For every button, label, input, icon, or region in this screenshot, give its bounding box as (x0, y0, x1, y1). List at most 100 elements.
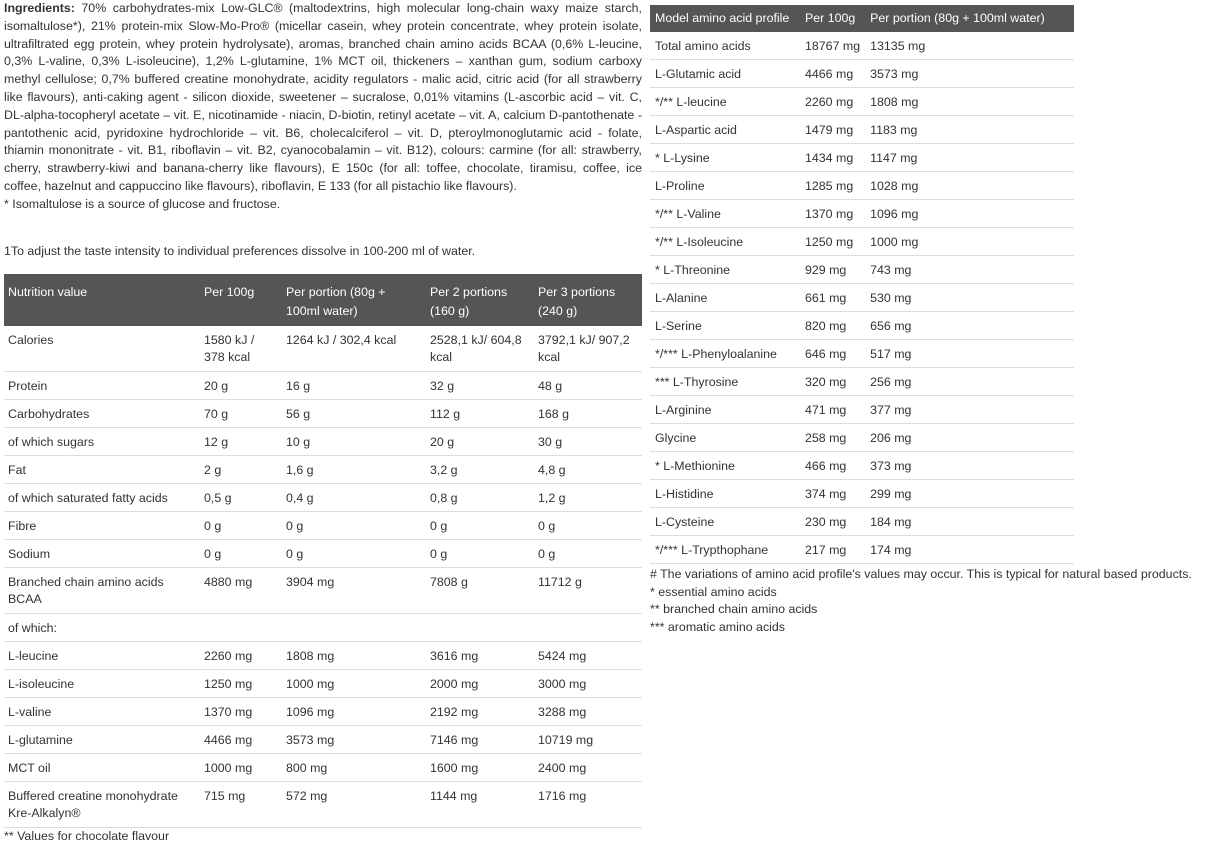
cell-value: 12 g (200, 427, 282, 456)
cell-value: 466 mg (800, 451, 866, 480)
amino-footnotes: # The variations of amino acid profile's… (650, 566, 1192, 636)
table-row: L-Aspartic acid 1479 mg 1183 mg (650, 115, 1074, 144)
cell-value: 56 g (282, 399, 426, 428)
cell-value: 3288 mg (534, 697, 642, 726)
cell-value: 715 mg (200, 781, 282, 828)
row-label: of which saturated fatty acids (4, 483, 200, 512)
cell-value: 1000 mg (282, 669, 426, 698)
cell-value: 2000 mg (426, 669, 534, 698)
cell-value: 7146 mg (426, 725, 534, 754)
table-row: MCT oil 1000 mg 800 mg 1600 mg 2400 mg (4, 753, 642, 782)
column-header: Per 100g (800, 5, 866, 32)
cell-value: 2528,1 kJ/ 604,8 kcal (426, 326, 534, 372)
row-label: Buffered creatine monohydrate Kre-Alkaly… (4, 781, 200, 828)
cell-value: 32 g (426, 371, 534, 400)
row-label: Total amino acids (650, 32, 800, 60)
cell-value: 16 g (282, 371, 426, 400)
row-label: Sodium (4, 539, 200, 568)
nutrition-footnote: ** Values for chocolate flavour (4, 829, 170, 843)
ingredients-text: Ingredients: 70% carbohydrates-mix Low-G… (4, 0, 642, 214)
row-label: * L-Methionine (650, 451, 800, 480)
cell-value: 10 g (282, 427, 426, 456)
cell-value: 373 mg (865, 451, 1074, 480)
cell-value: 168 g (534, 399, 642, 428)
cell-value: 1000 mg (200, 753, 282, 782)
cell-value: 929 mg (800, 255, 866, 284)
footnote: * essential amino acids (650, 584, 777, 599)
table-row: Carbohydrates 70 g 56 g 112 g 168 g (4, 399, 642, 428)
cell-value: 471 mg (800, 395, 866, 424)
cell-value: 0 g (426, 511, 534, 540)
table-row: Buffered creatine monohydrate Kre-Alkaly… (4, 781, 642, 828)
table-row: L-leucine 2260 mg 1808 mg 3616 mg 5424 mg (4, 641, 642, 670)
cell-value: 70 g (200, 399, 282, 428)
row-label: Branched chain amino acids BCAA (4, 567, 200, 614)
cell-value: 661 mg (800, 283, 866, 312)
table-row: */*** L-Phenyloalanine 646 mg 517 mg (650, 339, 1074, 368)
cell-value: 1370 mg (200, 697, 282, 726)
row-label: Fat (4, 455, 200, 484)
cell-value: 1,6 g (282, 455, 426, 484)
cell-value: 18767 mg (800, 32, 866, 60)
cell-value: 0 g (426, 539, 534, 568)
row-label: MCT oil (4, 753, 200, 782)
cell-value: 206 mg (865, 423, 1074, 452)
column-header: Per portion (80g + 100ml water) (282, 274, 426, 326)
column-header: Per 2 portions (160 g) (426, 274, 534, 326)
footnote: ** branched chain amino acids (650, 602, 818, 617)
cell-value: 112 g (426, 399, 534, 428)
nutrition-table: Nutrition value Per 100g Per portion (80g … (4, 274, 642, 828)
table-row: Fat 2 g 1,6 g 3,2 g 4,8 g (4, 455, 642, 484)
cell-value: 4466 mg (200, 725, 282, 754)
cell-value: 517 mg (865, 339, 1074, 368)
row-label: * L-Lysine (650, 143, 800, 172)
cell-value (282, 613, 426, 642)
table-row: *** L-Thyrosine 320 mg 256 mg (650, 367, 1074, 396)
cell-value: 3,2 g (426, 455, 534, 484)
cell-value: 0 g (534, 511, 642, 540)
table-row: L-Serine 820 mg 656 mg (650, 311, 1074, 340)
row-label: Calories (4, 326, 200, 372)
table-row: */** L-Valine 1370 mg 1096 mg (650, 199, 1074, 228)
cell-value: 1285 mg (800, 171, 866, 200)
cell-value: 3904 mg (282, 567, 426, 614)
cell-value: 2 g (200, 455, 282, 484)
cell-value: 3792,1 kJ/ 907,2 kcal (534, 326, 642, 372)
row-label: */*** L-Trypthophane (650, 535, 800, 564)
row-label: L-Proline (650, 171, 800, 200)
table-row: of which saturated fatty acids 0,5 g 0,4 g… (4, 483, 642, 512)
cell-value: 1716 mg (534, 781, 642, 828)
cell-value: 2192 mg (426, 697, 534, 726)
cell-value: 0 g (282, 511, 426, 540)
cell-value: 217 mg (800, 535, 866, 564)
table-row: L-Alanine 661 mg 530 mg (650, 283, 1074, 312)
cell-value: 0 g (534, 539, 642, 568)
cell-value: 258 mg (800, 423, 866, 452)
cell-value: 3000 mg (534, 669, 642, 698)
cell-value: 1808 mg (865, 87, 1074, 116)
cell-value: 0,5 g (200, 483, 282, 512)
row-label: L-leucine (4, 641, 200, 670)
amino-acid-table: Model amino acid profile Per 100g Per port… (650, 5, 1074, 564)
column-header: Model amino acid profile (650, 5, 800, 32)
cell-value: 4,8 g (534, 455, 642, 484)
table-row: Protein 20 g 16 g 32 g 48 g (4, 371, 642, 400)
table-row: L-Proline 1285 mg 1028 mg (650, 171, 1074, 200)
nutrition-table-header: Nutrition value Per 100g Per portion (80g … (4, 274, 642, 326)
cell-value: 20 g (200, 371, 282, 400)
row-label: Protein (4, 371, 200, 400)
row-label: Carbohydrates (4, 399, 200, 428)
cell-value: 4466 mg (800, 59, 866, 88)
cell-value: 4880 mg (200, 567, 282, 614)
cell-value (200, 613, 282, 642)
cell-value: 0 g (200, 511, 282, 540)
ingredients-footnote: * Isomaltulose is a source of glucose an… (4, 196, 281, 211)
cell-value: 174 mg (865, 535, 1074, 564)
table-row: * L-Lysine 1434 mg 1147 mg (650, 143, 1074, 172)
cell-value: 299 mg (865, 479, 1074, 508)
cell-value: 656 mg (865, 311, 1074, 340)
row-label: L-valine (4, 697, 200, 726)
cell-value: 1,2 g (534, 483, 642, 512)
